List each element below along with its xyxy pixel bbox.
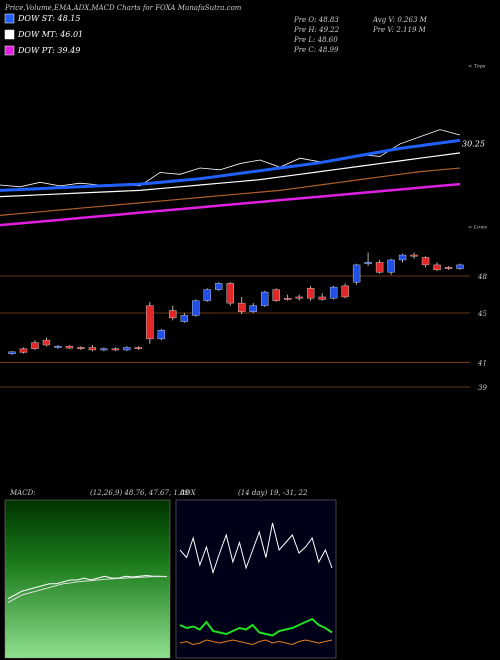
- y-tick-label: 45: [477, 310, 487, 318]
- candle-body: [306, 288, 315, 299]
- y-tick-label: 41: [477, 359, 487, 367]
- panel-title: MACD:: [9, 489, 36, 497]
- y-tick-label: 30.25: [462, 139, 485, 148]
- candle-body: [433, 264, 441, 271]
- candle-body: [387, 259, 395, 273]
- series-line: [179, 522, 333, 575]
- series-line: [0, 167, 461, 216]
- annotation: < Lows: [468, 225, 487, 231]
- candle-body: [421, 257, 430, 266]
- info-text: Pre C: 48.99: [293, 46, 339, 54]
- candle-body: [19, 348, 28, 353]
- candle-body: [111, 348, 120, 351]
- candle-body: [226, 283, 234, 304]
- info-text: Pre H: 49.22: [293, 26, 340, 34]
- info-text: Pre O: 48.83: [293, 16, 339, 24]
- candle-body: [192, 300, 200, 316]
- candle-body: [329, 286, 338, 299]
- candle-body: [410, 254, 418, 257]
- legend-swatch: [4, 29, 15, 40]
- candle-body: [157, 330, 166, 340]
- legend-label: DOW PT: 39.49: [17, 46, 80, 55]
- candle-body: [352, 264, 361, 283]
- candle-body: [398, 254, 407, 261]
- candle-body: [249, 305, 257, 312]
- series-line: [7, 576, 167, 603]
- chart-title: Price,Volume,EMA,ADX,MACD Charts for FOX…: [4, 4, 242, 12]
- candle-body: [180, 315, 189, 322]
- candle-body: [318, 296, 326, 300]
- candle-body: [146, 305, 154, 340]
- candle-body: [8, 351, 16, 354]
- candle-body: [100, 348, 108, 351]
- y-tick-label: 39: [478, 384, 487, 392]
- candle-body: [238, 302, 246, 312]
- candle-body: [31, 342, 39, 349]
- legend-label: DOW MT: 46.01: [17, 30, 83, 39]
- candle-body: [134, 347, 143, 349]
- candle-body: [54, 346, 62, 348]
- series-line: [179, 617, 333, 637]
- candle-body: [215, 283, 223, 290]
- annotation: < Tops: [468, 64, 486, 70]
- candle-body: [341, 285, 349, 298]
- legend-swatch: [4, 45, 15, 56]
- candle-body: [364, 262, 372, 264]
- series-line: [0, 152, 461, 198]
- info-text: Pre V: 2.119 M: [372, 26, 427, 34]
- candle-body: [456, 264, 464, 269]
- candle-body: [272, 289, 280, 301]
- candle-body: [42, 339, 51, 346]
- panel-title: ADX: [179, 489, 197, 497]
- candle-body: [375, 262, 384, 273]
- series-line: [0, 129, 461, 188]
- panel-subtitle: (14 day) 19, -31, 22: [238, 489, 308, 497]
- candle-body: [123, 347, 131, 351]
- series-line: [0, 182, 461, 227]
- candle-body: [444, 267, 453, 269]
- legend-label: DOW ST: 48.15: [17, 14, 80, 23]
- series-line: [0, 138, 461, 192]
- candle-body: [88, 347, 97, 351]
- panel-subtitle: (12,26,9) 48.76, 47.67, 1.09: [90, 489, 190, 497]
- legend-swatch: [4, 13, 15, 24]
- candle-body: [169, 310, 177, 319]
- info-text: Avg V: 0.263 M: [372, 16, 428, 24]
- candle-body: [65, 346, 74, 349]
- series-line: [7, 574, 168, 600]
- adx-panel: [175, 499, 337, 659]
- info-text: Pre L: 48.60: [293, 36, 338, 44]
- candle-body: [261, 291, 269, 306]
- candle-body: [203, 289, 211, 301]
- series-line: [179, 639, 333, 646]
- y-tick-label: 48: [477, 273, 487, 281]
- candle-body: [77, 347, 85, 349]
- candle-body: [295, 296, 303, 299]
- candle-body: [283, 297, 292, 300]
